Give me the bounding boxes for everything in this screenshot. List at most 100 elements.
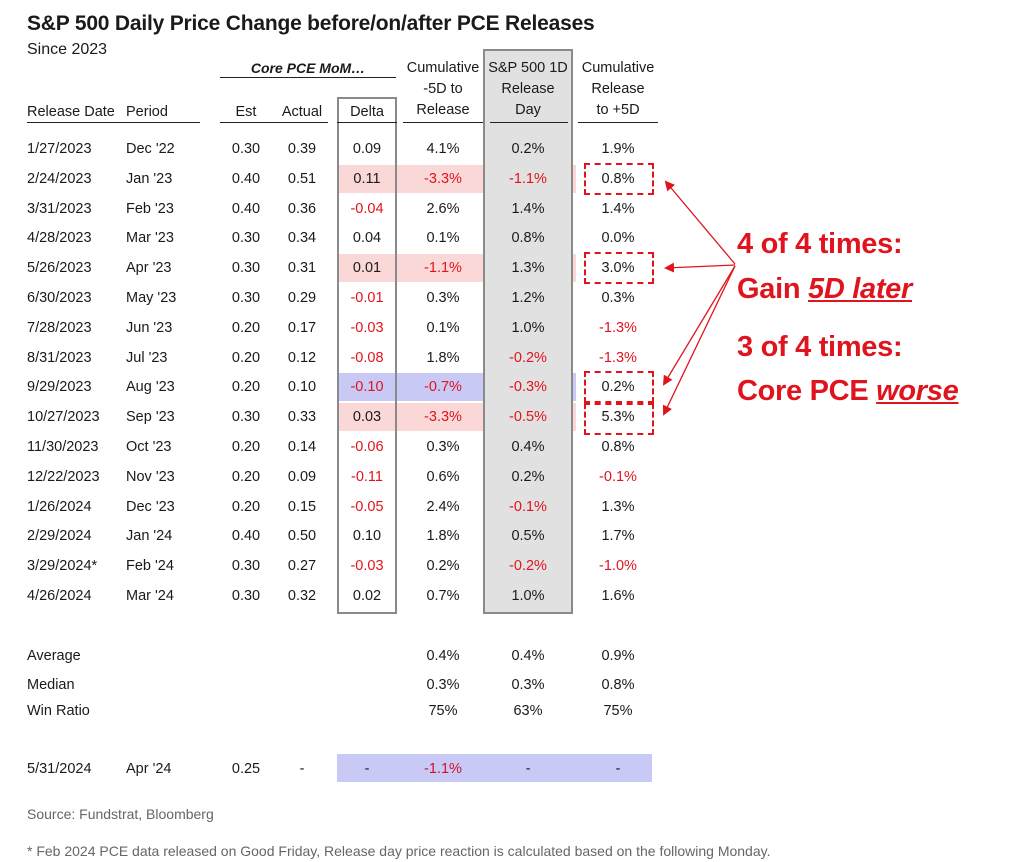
callout-line-4-prefix: Core PCE bbox=[737, 375, 877, 407]
cell-est: 0.40 bbox=[231, 201, 261, 217]
cell-delta: -0.06 bbox=[350, 439, 384, 455]
summary-cum-before: 0.3% bbox=[426, 677, 460, 693]
arrow-to-row-9 bbox=[662, 265, 736, 386]
cell-period: Oct '23 bbox=[126, 439, 172, 455]
dashed-highlight-row-2 bbox=[584, 163, 654, 195]
cell-cum-before: -3.3% bbox=[424, 171, 462, 187]
callout-line-1: 4 of 4 times: bbox=[737, 228, 903, 260]
cell-est: 0.30 bbox=[231, 588, 261, 604]
header-period: Period bbox=[126, 104, 168, 120]
cell-est: 0.30 bbox=[231, 558, 261, 574]
header-cum-before-line1: Cumulative bbox=[406, 60, 480, 76]
cell-release-day: 0.2% bbox=[511, 469, 545, 485]
cell-period: Jan '23 bbox=[126, 171, 173, 187]
upcoming-period: Apr '24 bbox=[126, 761, 172, 777]
cell-period: Jan '24 bbox=[126, 528, 173, 544]
cell-date: 3/31/2023 bbox=[27, 201, 92, 217]
header-release-date: Release Date bbox=[27, 104, 115, 120]
cell-date: 4/26/2024 bbox=[27, 588, 92, 604]
cell-actual: 0.27 bbox=[287, 558, 317, 574]
cell-cum-after: 1.6% bbox=[601, 588, 635, 604]
cell-release-day: -0.3% bbox=[509, 379, 547, 395]
cell-delta: -0.05 bbox=[350, 499, 384, 515]
cell-actual: 0.09 bbox=[287, 469, 317, 485]
header-release-day-line2: Release bbox=[501, 81, 555, 97]
summary-release-day: 63% bbox=[513, 703, 543, 719]
cell-cum-after: -1.0% bbox=[599, 558, 637, 574]
cell-release-day: -0.2% bbox=[509, 558, 547, 574]
callout-line-3: 3 of 4 times: bbox=[737, 331, 903, 363]
cell-delta: -0.04 bbox=[350, 201, 384, 217]
upcoming-cum-after: - bbox=[615, 761, 621, 777]
cell-cum-before: -3.3% bbox=[424, 409, 462, 425]
cell-cum-after: -0.1% bbox=[599, 469, 637, 485]
cell-delta: -0.03 bbox=[350, 320, 384, 336]
cell-actual: 0.10 bbox=[287, 379, 317, 395]
cell-cum-before: 4.1% bbox=[426, 141, 460, 157]
cell-release-day: 0.2% bbox=[511, 141, 545, 157]
header-cum-before-line2: -5D to bbox=[423, 81, 463, 97]
cell-date: 5/26/2023 bbox=[27, 260, 92, 276]
cell-actual: 0.33 bbox=[287, 409, 317, 425]
header-underline-cum-before bbox=[403, 122, 483, 123]
header-release-day-line3: Day bbox=[515, 102, 541, 118]
cell-delta: -0.01 bbox=[350, 290, 384, 306]
header-est: Est bbox=[235, 104, 257, 120]
cell-actual: 0.32 bbox=[287, 588, 317, 604]
cell-est: 0.20 bbox=[231, 320, 261, 336]
header-underline-delta bbox=[337, 122, 397, 123]
cell-est: 0.40 bbox=[231, 528, 261, 544]
cell-cum-before: 0.1% bbox=[426, 230, 460, 246]
cell-actual: 0.14 bbox=[287, 439, 317, 455]
cell-release-day: 1.3% bbox=[511, 260, 545, 276]
cell-delta: 0.04 bbox=[352, 230, 382, 246]
cell-release-day: 1.4% bbox=[511, 201, 545, 217]
cell-delta: -0.08 bbox=[350, 350, 384, 366]
cell-actual: 0.17 bbox=[287, 320, 317, 336]
cell-release-day: 1.0% bbox=[511, 588, 545, 604]
cell-est: 0.30 bbox=[231, 260, 261, 276]
cell-delta: 0.11 bbox=[353, 171, 381, 187]
header-underline-date-period bbox=[27, 122, 200, 123]
cell-date: 1/27/2023 bbox=[27, 141, 92, 157]
header-cum-before-line3: Release bbox=[416, 102, 470, 118]
summary-label: Win Ratio bbox=[27, 703, 90, 719]
header-underline-cum-after bbox=[578, 122, 658, 123]
upcoming-row-highlight bbox=[337, 754, 652, 782]
core-pce-group-header: Core PCE MoM… bbox=[250, 60, 366, 76]
cell-date: 1/26/2024 bbox=[27, 499, 92, 515]
summary-cum-after: 75% bbox=[603, 703, 633, 719]
cell-delta: -0.11 bbox=[351, 469, 383, 485]
header-release-day: S&P 500 1D Release Day bbox=[483, 58, 573, 121]
arrow-to-row-2 bbox=[664, 180, 736, 265]
cell-cum-after: 1.9% bbox=[601, 141, 635, 157]
cell-actual: 0.12 bbox=[287, 350, 317, 366]
cell-cum-before: -1.1% bbox=[424, 260, 462, 276]
cell-release-day: 0.8% bbox=[511, 230, 545, 246]
dashed-highlight-row-5 bbox=[584, 252, 654, 284]
upcoming-est: 0.25 bbox=[231, 761, 261, 777]
cell-cum-after: 0.3% bbox=[601, 290, 635, 306]
cell-period: Feb '23 bbox=[126, 201, 174, 217]
header-delta: Delta bbox=[350, 104, 384, 120]
summary-label: Median bbox=[27, 677, 75, 693]
cell-est: 0.20 bbox=[231, 499, 261, 515]
cell-est: 0.30 bbox=[231, 141, 261, 157]
cell-est: 0.30 bbox=[231, 290, 261, 306]
cell-cum-after: -1.3% bbox=[599, 320, 637, 336]
cell-delta: 0.03 bbox=[352, 409, 382, 425]
cell-period: Mar '24 bbox=[126, 588, 174, 604]
cell-actual: 0.15 bbox=[287, 499, 317, 515]
cell-cum-before: 0.6% bbox=[426, 469, 460, 485]
cell-cum-before: 1.8% bbox=[426, 350, 460, 366]
cell-cum-before: -0.7% bbox=[424, 379, 462, 395]
cell-actual: 0.34 bbox=[287, 230, 317, 246]
cell-cum-after: 0.8% bbox=[601, 439, 635, 455]
cell-est: 0.20 bbox=[231, 350, 261, 366]
cell-date: 6/30/2023 bbox=[27, 290, 92, 306]
callout-line-4: Core PCE worse bbox=[737, 375, 959, 408]
cell-est: 0.30 bbox=[231, 409, 261, 425]
cell-delta: -0.10 bbox=[350, 379, 384, 395]
cell-period: Apr '23 bbox=[126, 260, 172, 276]
